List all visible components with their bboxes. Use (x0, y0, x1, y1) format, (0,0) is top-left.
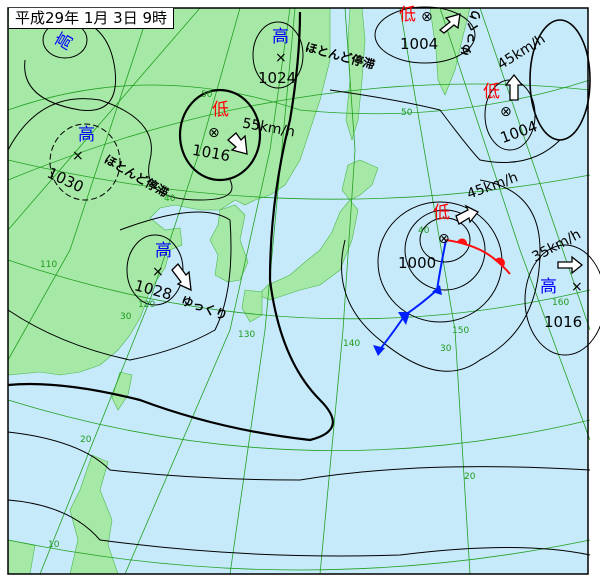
arrow-east-icon (455, 204, 480, 225)
arrow-southeast-icon (227, 132, 248, 155)
hokkaido (341, 159, 379, 201)
grid-label: 50 (401, 108, 413, 118)
high-symbol: 高 (272, 27, 289, 47)
grid-label: 40 (418, 226, 430, 236)
low-center-marker: ⊗ (208, 125, 220, 141)
movement-arrows (171, 13, 584, 292)
pressure-label: 1004 (400, 35, 439, 53)
grid-label: 40 (164, 194, 176, 204)
low-center-marker: ⊗ (421, 9, 433, 25)
grid-label: 150 (452, 326, 470, 336)
grid-label: 130 (238, 330, 256, 340)
low-symbol: 低 (433, 203, 450, 223)
kyushu (241, 289, 263, 323)
grid-label: 140 (343, 339, 361, 349)
honshu (257, 199, 359, 301)
graticule (7, 7, 591, 575)
high-symbol: 高 (78, 125, 95, 145)
high-center-marker: × (571, 279, 583, 295)
low-center-marker: ⊗ (500, 104, 512, 120)
grid-label: 20 (464, 472, 476, 482)
grid-label: 30 (120, 312, 132, 322)
grid-label: 50 (201, 90, 213, 100)
korea (209, 204, 249, 283)
high-symbol: 高 (540, 277, 557, 297)
cold-front (377, 239, 447, 353)
high-center-marker: × (72, 148, 84, 164)
pressure-label: 1016 (544, 313, 583, 331)
high-center-marker: × (152, 264, 164, 280)
grid-label: 10 (48, 540, 60, 550)
grid-label: 30 (440, 344, 452, 354)
arrow-southeast-icon (171, 263, 192, 292)
continent (7, 7, 331, 376)
grid-label: 20 (80, 435, 92, 445)
map-title: 平成29年 1月 3日 9時 (9, 8, 175, 29)
arrow-northeast-icon (438, 13, 461, 34)
pressure-label: 1024 (258, 69, 297, 87)
map-frame (7, 7, 589, 575)
low-symbol: 低 (212, 100, 229, 120)
low-symbol: 低 (399, 5, 416, 25)
grid-label: 160 (552, 298, 570, 308)
isobars (7, 6, 600, 557)
arrow-north-icon (504, 73, 524, 101)
indochina (7, 539, 36, 575)
pressure-label: 1000 (398, 254, 437, 272)
low-center-marker: ⊗ (438, 231, 450, 247)
high-symbol: 高 (155, 241, 172, 261)
grid-label: 120 (138, 300, 156, 310)
fronts (373, 238, 511, 356)
grid-label: 110 (40, 260, 58, 270)
high-center-marker: × (275, 50, 287, 66)
cold-front-barb (373, 285, 442, 356)
arrow-east-icon (557, 255, 584, 275)
low-symbol: 低 (483, 82, 500, 102)
warm-front-bump (457, 238, 505, 266)
